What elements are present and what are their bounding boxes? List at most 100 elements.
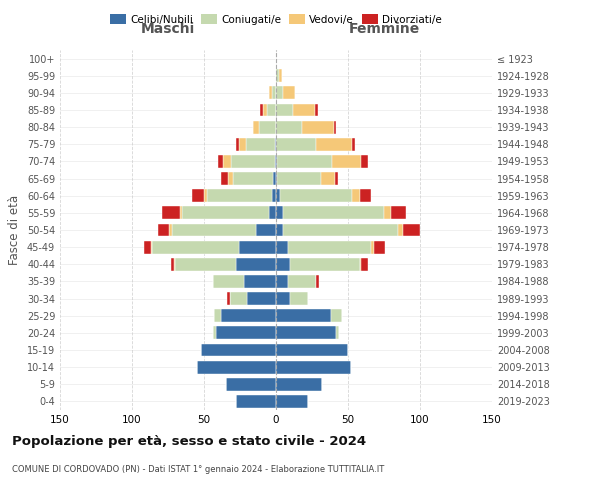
- Bar: [151, 240, 152, 254]
- Text: Femmine: Femmine: [349, 22, 419, 36]
- Bar: [371, 240, 374, 254]
- Bar: [276, 70, 279, 82]
- Bar: [316, 275, 319, 288]
- Bar: [239, 240, 276, 254]
- Bar: [247, 292, 276, 305]
- Bar: [276, 395, 308, 408]
- Bar: [169, 224, 172, 236]
- Bar: [290, 258, 359, 270]
- Bar: [276, 172, 277, 185]
- Bar: [182, 206, 269, 220]
- Bar: [244, 275, 276, 288]
- Bar: [253, 120, 259, 134]
- Bar: [207, 190, 272, 202]
- Bar: [269, 206, 276, 220]
- Bar: [260, 104, 263, 117]
- Bar: [276, 344, 348, 356]
- Bar: [276, 224, 283, 236]
- Bar: [276, 240, 287, 254]
- Bar: [384, 206, 391, 220]
- Bar: [232, 155, 275, 168]
- Bar: [193, 190, 204, 202]
- Bar: [256, 224, 276, 236]
- Bar: [276, 275, 287, 288]
- Bar: [280, 190, 352, 202]
- Bar: [179, 206, 182, 220]
- Bar: [320, 172, 335, 185]
- Bar: [162, 206, 179, 220]
- Bar: [332, 155, 361, 168]
- Bar: [272, 190, 276, 202]
- Text: COMUNE DI CORDOVADO (PN) - Dati ISTAT 1° gennaio 2024 - Elaborazione TUTTITALIA.: COMUNE DI CORDOVADO (PN) - Dati ISTAT 1°…: [12, 465, 384, 474]
- Bar: [152, 240, 239, 254]
- Bar: [259, 120, 276, 134]
- Text: Popolazione per età, sesso e stato civile - 2024: Popolazione per età, sesso e stato civil…: [12, 435, 366, 448]
- Bar: [212, 326, 215, 340]
- Bar: [277, 172, 320, 185]
- Bar: [290, 292, 308, 305]
- Bar: [275, 138, 276, 150]
- Bar: [359, 190, 371, 202]
- Bar: [276, 292, 290, 305]
- Bar: [221, 172, 229, 185]
- Bar: [276, 326, 337, 340]
- Bar: [197, 360, 276, 374]
- Bar: [212, 275, 244, 288]
- Bar: [361, 258, 368, 270]
- Bar: [273, 172, 276, 185]
- Bar: [227, 292, 230, 305]
- Legend: Celibi/Nubili, Coniugati/e, Vedovi/e, Divorziati/e: Celibi/Nubili, Coniugati/e, Vedovi/e, Di…: [106, 10, 446, 29]
- Bar: [204, 190, 207, 202]
- Bar: [233, 172, 273, 185]
- Bar: [374, 240, 385, 254]
- Bar: [287, 240, 371, 254]
- Bar: [361, 155, 368, 168]
- Bar: [263, 104, 268, 117]
- Bar: [398, 224, 403, 236]
- Bar: [158, 224, 169, 236]
- Bar: [239, 138, 246, 150]
- Bar: [275, 155, 276, 168]
- Bar: [276, 138, 316, 150]
- Bar: [403, 224, 420, 236]
- Bar: [276, 258, 290, 270]
- Bar: [337, 326, 340, 340]
- Bar: [230, 292, 247, 305]
- Bar: [302, 120, 334, 134]
- Bar: [218, 155, 223, 168]
- Bar: [276, 360, 351, 374]
- Bar: [236, 258, 276, 270]
- Bar: [279, 70, 282, 82]
- Bar: [236, 138, 239, 150]
- Bar: [276, 190, 280, 202]
- Bar: [221, 310, 276, 322]
- Bar: [175, 258, 236, 270]
- Bar: [287, 275, 316, 288]
- Bar: [276, 86, 283, 100]
- Bar: [359, 258, 361, 270]
- Bar: [269, 86, 272, 100]
- Bar: [352, 138, 355, 150]
- Bar: [391, 206, 406, 220]
- Bar: [272, 86, 276, 100]
- Bar: [276, 378, 322, 390]
- Bar: [174, 258, 175, 270]
- Bar: [283, 224, 398, 236]
- Y-axis label: Fasce di età: Fasce di età: [8, 195, 21, 265]
- Bar: [277, 155, 332, 168]
- Bar: [236, 395, 276, 408]
- Bar: [143, 240, 151, 254]
- Bar: [334, 120, 337, 134]
- Bar: [214, 310, 221, 322]
- Bar: [171, 258, 174, 270]
- Bar: [268, 104, 276, 117]
- Bar: [276, 206, 283, 220]
- Bar: [352, 190, 359, 202]
- Bar: [215, 326, 276, 340]
- Bar: [283, 206, 384, 220]
- Bar: [172, 224, 256, 236]
- Bar: [229, 172, 233, 185]
- Bar: [223, 155, 232, 168]
- Bar: [335, 172, 338, 185]
- Bar: [276, 155, 277, 168]
